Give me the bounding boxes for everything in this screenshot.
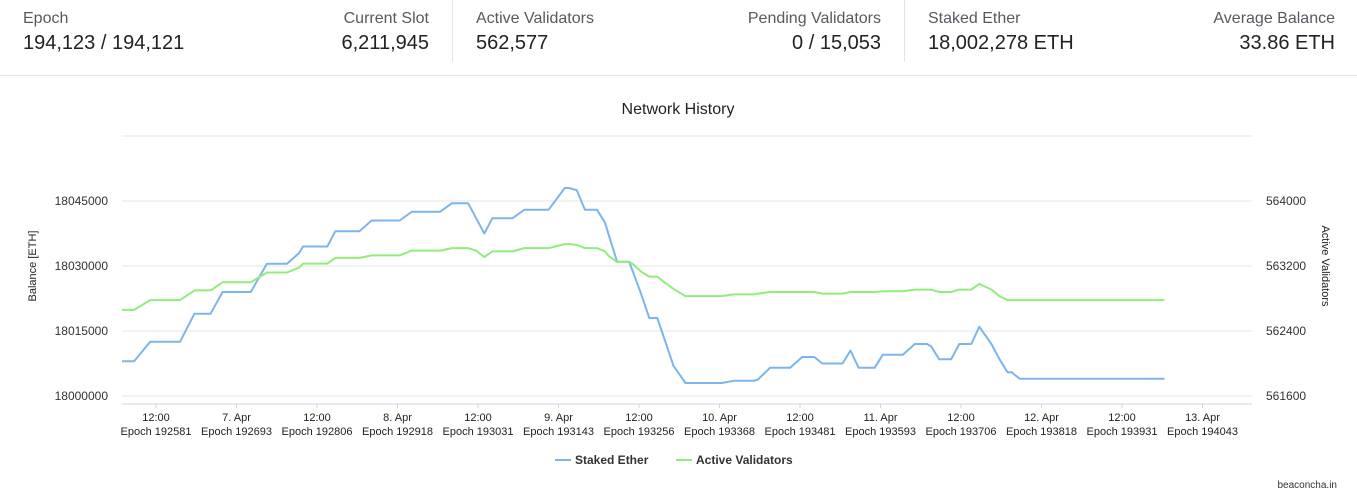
- x-tick-label: 12. Apr: [1024, 412, 1059, 424]
- stat-active-validators: Active Validators 562,577: [476, 8, 594, 56]
- x-tick-sublabel: Epoch 192581: [121, 426, 192, 438]
- x-tick-label: 9. Apr: [544, 412, 573, 424]
- y-right-tick-label: 561600: [1266, 389, 1306, 403]
- stats-group-ether: Staked Ether 18,002,278 ETH Average Bala…: [905, 0, 1357, 62]
- y-left-tick-label: 18030000: [55, 259, 109, 273]
- stats-divider: [452, 0, 453, 62]
- stat-active-value: 562,577: [476, 32, 549, 54]
- x-tick-label: 11. Apr: [863, 412, 897, 424]
- stat-epoch: Epoch 194,123 / 194,121: [23, 8, 184, 56]
- y-left-tick-label: 18045000: [55, 194, 109, 208]
- x-tick-sublabel: Epoch 192693: [201, 426, 272, 438]
- x-tick-sublabel: Epoch 193818: [1006, 426, 1077, 438]
- x-tick-sublabel: Epoch 192806: [282, 426, 353, 438]
- stat-pending-value: 0 / 15,053: [792, 32, 881, 54]
- stat-epoch-value: 194,123 / 194,121: [23, 32, 185, 54]
- stats-group-epoch: Epoch 194,123 / 194,121 Current Slot 6,2…: [0, 0, 452, 62]
- stat-epoch-label: Epoch: [23, 10, 69, 27]
- x-tick-sublabel: Epoch 193143: [523, 426, 594, 438]
- y-right-axis-title: Active Validators: [1319, 225, 1331, 307]
- stat-active-label: Active Validators: [476, 10, 594, 27]
- stat-slot-label: Current Slot: [343, 10, 429, 27]
- legend-staked-ether-label: Staked Ether: [575, 453, 649, 467]
- x-tick-label: 8. Apr: [383, 412, 412, 424]
- chart-credits[interactable]: beaconcha.in: [1277, 480, 1338, 491]
- x-tick-sublabel: Epoch 193256: [604, 426, 675, 438]
- y-left-tick-label: 18000000: [55, 389, 109, 403]
- x-tick-sublabel: Epoch 193368: [684, 426, 755, 438]
- stat-avg-label: Average Balance: [1213, 10, 1335, 27]
- active-validators-line: [122, 243, 1165, 311]
- stats-group-validators: Active Validators 562,577 Pending Valida…: [453, 0, 904, 62]
- x-tick-label: 12:00: [625, 412, 653, 424]
- stats-divider: [904, 0, 905, 62]
- x-tick-label: 7. Apr: [222, 412, 251, 424]
- x-tick-label: 12:00: [1108, 412, 1136, 424]
- x-tick-label: 12:00: [786, 412, 814, 424]
- stat-slot: Current Slot 6,211,945: [342, 8, 430, 56]
- y-left-axis-title: Balance [ETH]: [27, 231, 39, 302]
- x-tick-sublabel: Epoch 193481: [765, 426, 836, 438]
- network-stats-bar: Epoch 194,123 / 194,121 Current Slot 6,2…: [0, 0, 1357, 76]
- y-left-tick-label: 18015000: [55, 324, 109, 338]
- x-tick-sublabel: Epoch 193706: [926, 426, 997, 438]
- x-tick-sublabel: Epoch 192918: [362, 426, 433, 438]
- x-tick-label: 12:00: [464, 412, 492, 424]
- stat-average-balance: Average Balance 33.86 ETH: [1213, 8, 1335, 56]
- x-tick-label: 12:00: [303, 412, 331, 424]
- stat-staked-value: 18,002,278 ETH: [928, 32, 1074, 54]
- stat-pending-validators: Pending Validators 0 / 15,053: [748, 8, 881, 56]
- stat-avg-value: 33.86 ETH: [1239, 32, 1335, 54]
- stat-slot-value: 6,211,945: [341, 32, 430, 54]
- network-history-chart: Network History 18000000 18015000 18030000 1…: [27, 101, 1331, 467]
- stat-staked-label: Staked Ether: [928, 10, 1021, 27]
- x-tick-sublabel: Epoch 193031: [443, 426, 514, 438]
- stat-pending-label: Pending Validators: [747, 10, 881, 27]
- staked-ether-line: [122, 187, 1165, 384]
- y-right-tick-label: 563200: [1266, 259, 1306, 273]
- x-tick-label: 13. Apr: [1185, 412, 1220, 424]
- x-tick-sublabel: Epoch 194043: [1167, 426, 1238, 438]
- x-tick-label: 12:00: [142, 412, 170, 424]
- y-right-tick-label: 564000: [1266, 194, 1306, 208]
- y-right-tick-label: 562400: [1266, 324, 1306, 338]
- x-tick-label: 12:00: [947, 412, 975, 424]
- chart-title: Network History: [622, 101, 735, 118]
- x-tick-sublabel: Epoch 193593: [845, 426, 916, 438]
- x-tick-label: 10. Apr: [702, 412, 737, 424]
- legend-active-validators-label: Active Validators: [696, 453, 793, 467]
- stat-staked-ether: Staked Ether 18,002,278 ETH: [928, 8, 1074, 56]
- x-tick-sublabel: Epoch 193931: [1087, 426, 1158, 438]
